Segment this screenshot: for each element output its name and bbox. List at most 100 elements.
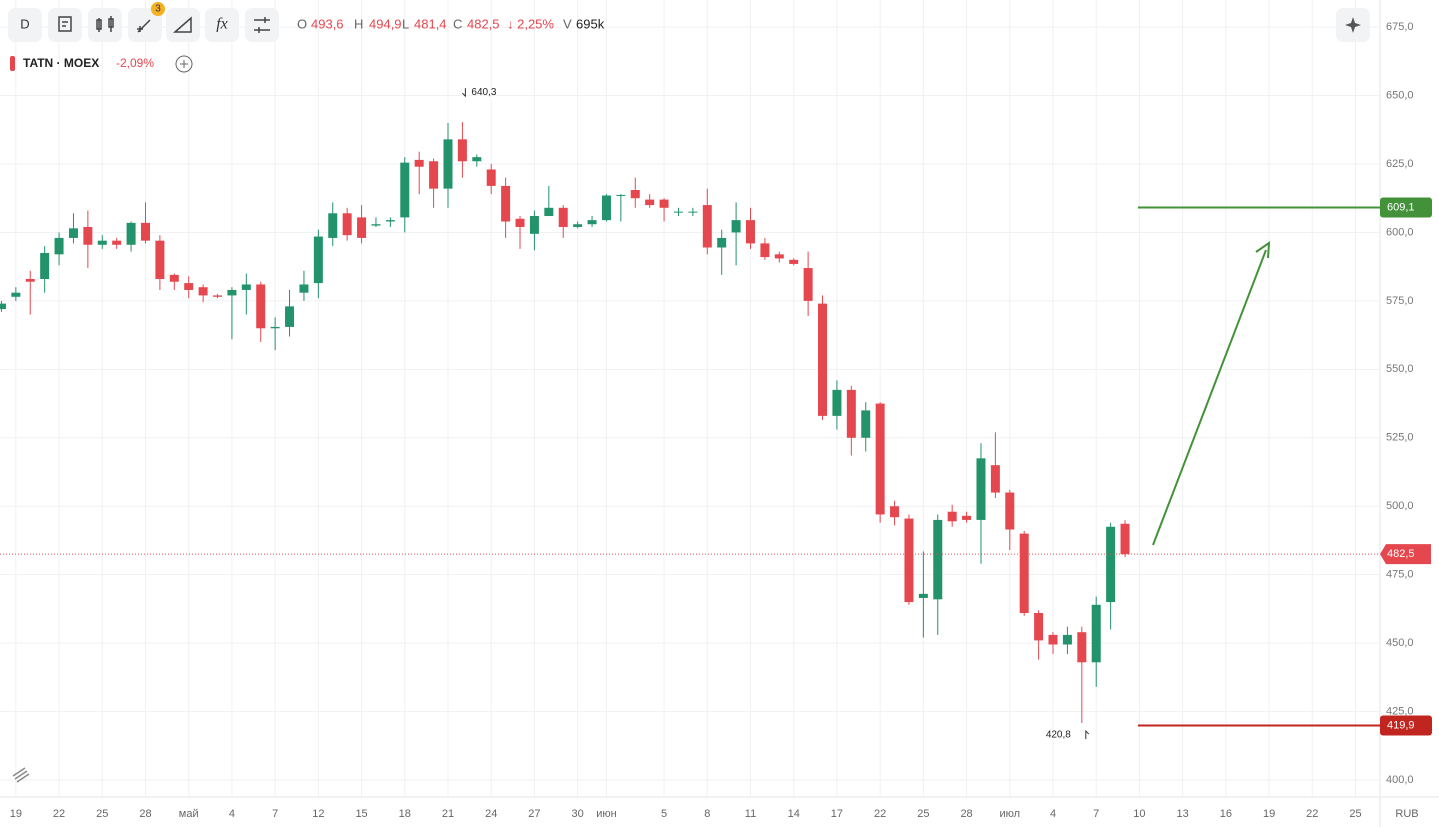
icon [173,16,192,33]
body [486,169,496,186]
body [241,284,251,290]
x-tick-label: 24 [485,808,497,820]
body [1034,613,1044,641]
x-tick-label: 10 [1133,808,1145,820]
body [890,506,900,518]
body [789,259,799,264]
body [371,224,381,226]
interval-button[interactable] [8,8,42,42]
body [1106,526,1116,603]
l-label: L [402,16,409,31]
x-tick-label: 22 [874,808,886,820]
body [717,237,727,248]
body [774,254,784,259]
body [457,139,467,162]
x-tick-label: 4 [1050,808,1056,820]
body [0,303,6,310]
body [587,220,597,225]
body [40,252,50,279]
x-tick-label: 13 [1177,808,1189,820]
body [702,205,712,248]
body [933,519,943,600]
toolbar: D 3 fx [8,2,1370,42]
symbol-legend: TATN · MOEX -2,09% [10,55,193,73]
body [501,185,511,222]
x-tick-label: 22 [53,808,65,820]
arrow-head [1255,240,1271,259]
icon [254,17,270,33]
body [256,284,266,329]
body [400,162,410,218]
body [875,403,885,515]
body [342,213,352,236]
body [357,217,367,238]
body [990,465,1000,493]
level-label: 609,1 [1387,201,1415,213]
body [529,216,539,234]
body [270,326,280,329]
chart-type-button[interactable] [88,8,122,42]
x-tick-label: 12 [312,808,324,820]
body [1048,634,1058,645]
body [544,207,554,217]
trend-arrow [1152,249,1267,546]
c-label: C [453,16,462,31]
l-value: 481,4 [414,16,447,31]
y-tick-label: 550,0 [1386,363,1414,375]
x-tick-label: 4 [229,808,235,820]
x-tick-label: 5 [661,808,667,820]
x-tick-label: 21 [442,808,454,820]
o-value: 493,6 [311,16,344,31]
body [198,287,208,296]
symbol-change: -2,09% [116,56,154,70]
body [803,268,813,301]
currency: RUB [1395,808,1418,820]
fx-button[interactable] [205,8,239,42]
indicator-button[interactable] [48,8,82,42]
x-tick-label: 30 [572,808,584,820]
y-tick-label: 425,0 [1386,705,1414,717]
body [25,278,35,282]
body [140,222,150,241]
symbol: TATN · MOEX [23,56,99,70]
x-tick-label: май [179,808,199,820]
level-tag [1380,715,1432,736]
o-label: O [297,16,307,31]
last-price-tag [1380,544,1431,565]
body [861,410,871,438]
drawing-tools[interactable] [12,767,30,783]
icon [137,19,151,33]
icon [58,16,72,32]
y-tick-label: 625,0 [1386,158,1414,170]
body [573,224,583,227]
body [328,213,338,238]
body [169,274,179,282]
body [184,283,194,290]
grid [0,0,1380,797]
x-tick-label: 17 [831,808,843,820]
body [818,303,828,416]
x-tick-label: 18 [399,808,411,820]
y-tick-label: 675,0 [1386,21,1414,33]
body [630,190,640,199]
body [54,237,64,255]
settings-button[interactable] [245,8,279,42]
x-tick-label: 28 [139,808,151,820]
body [659,199,669,208]
body [385,220,395,222]
interval: D [20,16,29,31]
x-tick-label: 11 [745,808,756,820]
y-tick-label: 400,0 [1386,774,1414,786]
body [673,211,683,213]
badge-count: 3 [155,4,161,15]
body [976,458,986,520]
y-tick-label: 600,0 [1386,226,1414,238]
x-tick-label: 16 [1220,808,1232,820]
add-symbol[interactable] [175,55,193,73]
x-tick-label: 22 [1306,808,1318,820]
body [962,515,972,520]
body [155,240,165,279]
body [83,226,93,245]
badge [151,2,165,16]
